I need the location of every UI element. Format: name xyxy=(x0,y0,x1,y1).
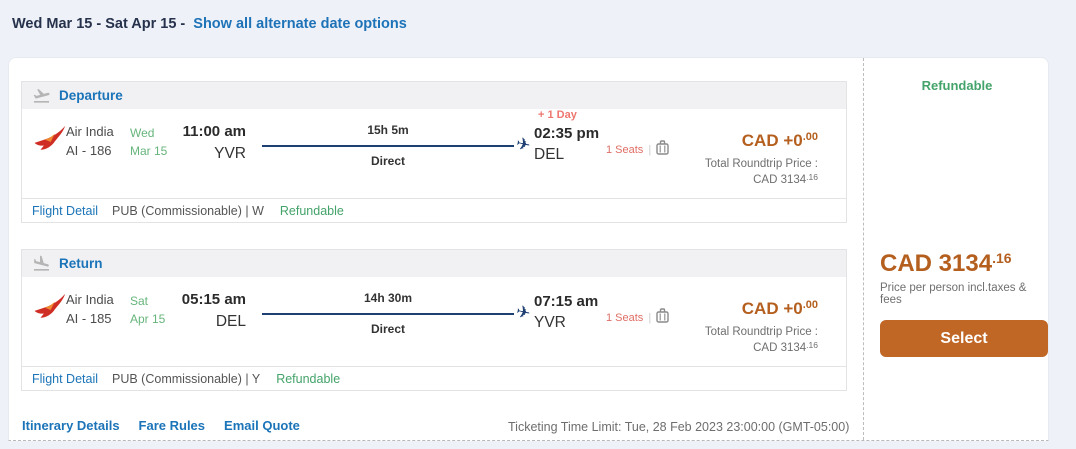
departure-footer: Flight Detail PUB (Commissionable) | W R… xyxy=(22,198,846,222)
date-range-text: Wed Mar 15 - Sat Apr 15 - xyxy=(12,16,186,32)
date-range-header: Wed Mar 15 - Sat Apr 15 - Show all alter… xyxy=(12,16,407,32)
air-india-logo xyxy=(32,125,66,159)
total-fare-amount: CAD 3134.16 xyxy=(880,250,1012,277)
fare-option-card: Departure Air India AI - 186 Wed Mar 15 … xyxy=(8,57,1049,441)
airline-info: Air India AI - 185 xyxy=(66,290,114,328)
plane-arrow-icon: ✈ xyxy=(514,301,532,324)
departure-flight-row: Air India AI - 186 Wed Mar 15 11:00 am Y… xyxy=(22,109,846,198)
separator: | xyxy=(648,312,652,324)
baggage-icon[interactable] xyxy=(656,308,669,328)
return-day: Sat xyxy=(130,294,149,308)
departure-date: Wed Mar 15 xyxy=(130,124,167,160)
total-price-label: Total Roundtrip Price : xyxy=(704,326,818,338)
seats-info: 1 Seats | xyxy=(606,140,669,160)
refundable-badge: Refundable xyxy=(921,78,993,93)
route-visual: 14h 30m ✈ Direct xyxy=(262,291,532,336)
stops-label: Direct xyxy=(370,322,405,336)
email-quote-link[interactable]: Email Quote xyxy=(224,418,300,433)
airline-info: Air India AI - 186 xyxy=(66,122,114,160)
day-offset-label xyxy=(534,277,598,290)
departure-section: Departure Air India AI - 186 Wed Mar 15 … xyxy=(21,81,847,223)
total-price-amount: CAD 3134.16 xyxy=(753,172,818,186)
arrival-time: 02:35 pm xyxy=(534,125,600,142)
departure-time: 11:00 am xyxy=(182,123,246,140)
destination-block: 07:15 am YVR xyxy=(534,277,598,332)
flight-number: AI - 185 xyxy=(66,311,112,326)
stops-label: Direct xyxy=(370,154,405,168)
price-delta: CAD +0.00 xyxy=(741,299,818,318)
flight-detail-link[interactable]: Flight Detail xyxy=(32,371,98,386)
itinerary-details-link[interactable]: Itinerary Details xyxy=(22,418,120,433)
baggage-icon[interactable] xyxy=(656,140,669,160)
refundable-label: Refundable xyxy=(276,371,341,386)
return-section-header: Return xyxy=(22,250,846,277)
plane-arrow-icon: ✈ xyxy=(514,133,532,156)
departure-title: Departure xyxy=(59,88,123,103)
destination-block: + 1 Day 02:35 pm DEL xyxy=(534,109,599,164)
price-delta: CAD +0.00 xyxy=(741,131,818,150)
return-footer: Flight Detail PUB (Commissionable) | Y R… xyxy=(22,366,846,390)
airline-name: Air India xyxy=(66,292,114,307)
return-flight-row: Air India AI - 185 Sat Apr 15 05:15 am D… xyxy=(22,277,846,366)
seats-info: 1 Seats | xyxy=(606,308,669,328)
destination-airport-code: DEL xyxy=(534,146,565,163)
flight-land-icon xyxy=(32,254,51,273)
airline-name: Air India xyxy=(66,124,114,139)
leg-price-block: CAD +0.00 Total Roundtrip Price : CAD 31… xyxy=(705,131,818,186)
departure-time: 05:15 am xyxy=(181,291,246,308)
select-button[interactable]: Select xyxy=(880,320,1048,357)
fare-basis-code: PUB (Commissionable) | Y xyxy=(112,371,261,386)
seats-left-label: 1 Seats xyxy=(606,312,644,324)
origin-block: 11:00 am YVR xyxy=(156,123,246,163)
total-price-amount: CAD 3134.16 xyxy=(753,340,818,354)
flight-duration: 14h 30m xyxy=(363,291,413,305)
route-line: ✈ xyxy=(262,302,532,323)
return-section: Return Air India AI - 185 Sat Apr 15 05:… xyxy=(21,249,847,391)
separator: | xyxy=(648,144,652,156)
origin-block: 05:15 am DEL xyxy=(156,291,246,331)
arrival-time: 07:15 am xyxy=(534,293,599,310)
flight-duration: 15h 5m xyxy=(367,123,409,137)
price-panel: Refundable CAD 3134.16 Price per person … xyxy=(864,58,1050,440)
return-date: Sat Apr 15 xyxy=(130,292,165,328)
fare-rules-link[interactable]: Fare Rules xyxy=(138,418,206,433)
seats-left-label: 1 Seats xyxy=(606,144,644,156)
return-date-text: Apr 15 xyxy=(130,312,166,326)
price-panel-divider xyxy=(863,58,864,440)
total-price-label: Total Roundtrip Price : xyxy=(704,158,818,170)
departure-date-text: Mar 15 xyxy=(130,144,168,158)
return-title: Return xyxy=(59,256,103,271)
flight-number: AI - 186 xyxy=(66,143,112,158)
destination-airport-code: YVR xyxy=(534,314,566,331)
action-links: Itinerary Details Fare Rules Email Quote xyxy=(22,418,300,433)
route-visual: 15h 5m ✈ Direct xyxy=(262,123,532,168)
flight-detail-link[interactable]: Flight Detail xyxy=(32,203,98,218)
departure-day: Wed xyxy=(130,126,155,140)
origin-airport-code: DEL xyxy=(215,313,246,330)
flight-takeoff-icon xyxy=(32,86,51,105)
air-india-logo xyxy=(32,293,66,327)
price-note: Price per person incl.taxes & fees xyxy=(880,282,1027,306)
fare-basis-code: PUB (Commissionable) | W xyxy=(112,203,264,218)
ticketing-time-limit: Ticketing Time Limit: Tue, 28 Feb 2023 2… xyxy=(508,420,850,434)
origin-airport-code: YVR xyxy=(214,145,246,162)
departure-section-header: Departure xyxy=(22,82,846,109)
refundable-label: Refundable xyxy=(279,203,344,218)
route-line: ✈ xyxy=(262,134,532,155)
leg-price-block: CAD +0.00 Total Roundtrip Price : CAD 31… xyxy=(705,299,818,354)
day-offset-label: + 1 Day xyxy=(538,109,577,121)
alternate-dates-link[interactable]: Show all alternate date options xyxy=(193,16,407,32)
